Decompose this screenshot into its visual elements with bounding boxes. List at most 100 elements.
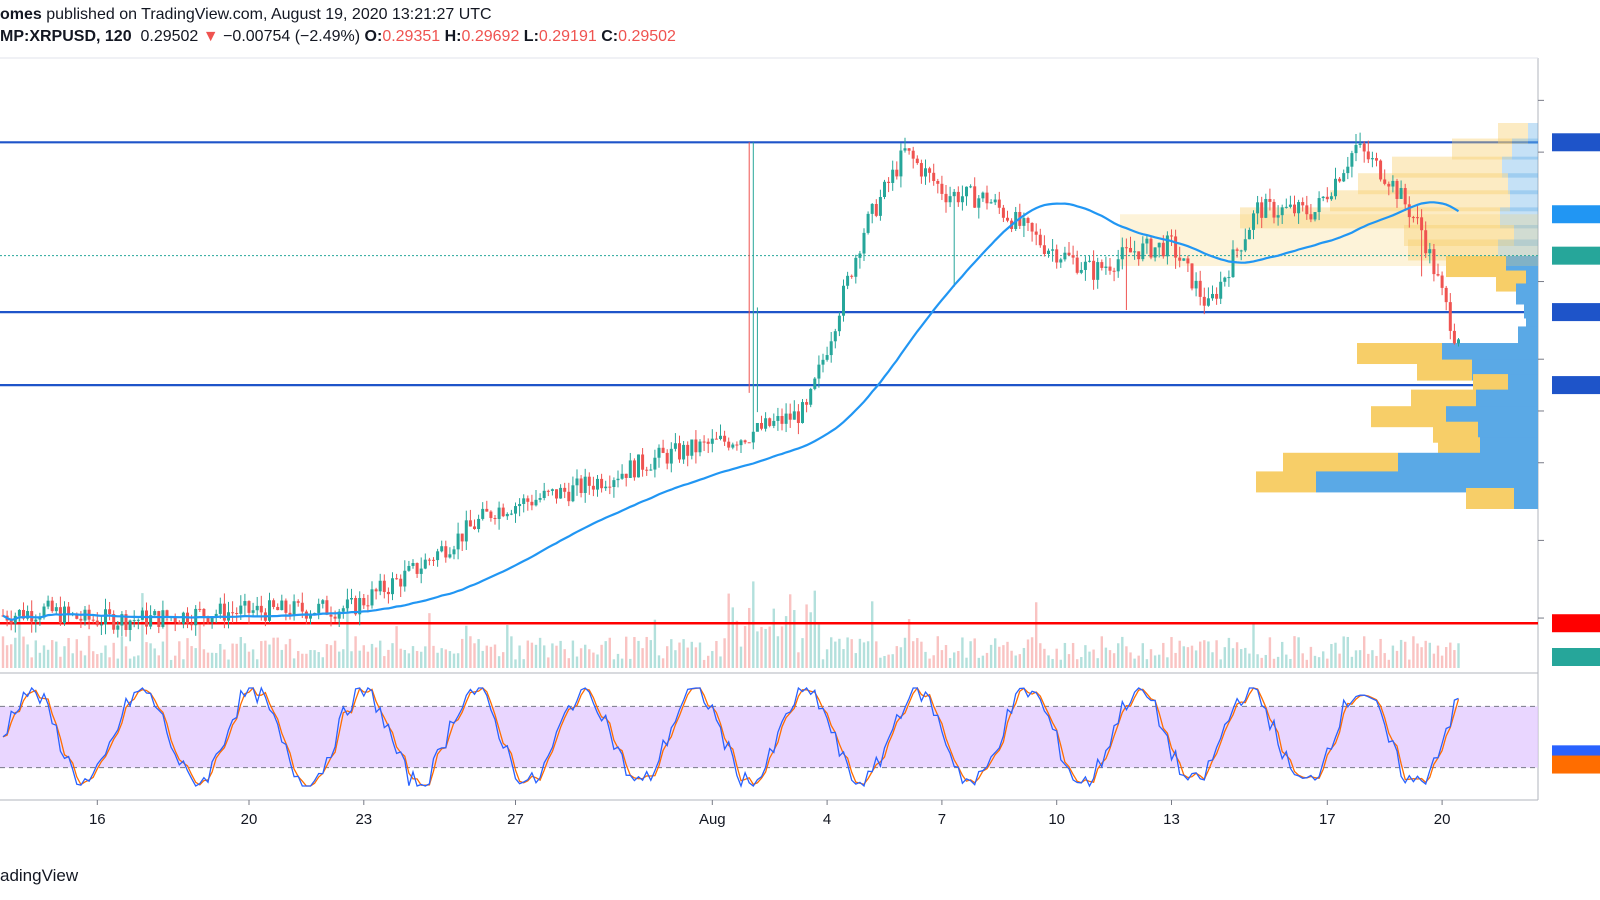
candle-body	[620, 473, 624, 479]
volume-bar	[1379, 638, 1382, 668]
candle-body	[550, 489, 554, 491]
candle-body	[436, 551, 440, 561]
candle-body	[1448, 302, 1452, 331]
volume-bar	[1178, 640, 1181, 668]
volume-bar	[903, 637, 907, 668]
volume-bar	[428, 613, 431, 668]
candle-body	[67, 606, 71, 614]
candle-body	[833, 331, 837, 342]
candle-body	[22, 609, 25, 619]
candle-body	[1387, 183, 1391, 187]
volume-profile-sell-bar	[1466, 487, 1514, 509]
candle-body	[723, 435, 727, 442]
candle-body	[1059, 259, 1063, 263]
volume-bar	[370, 643, 374, 668]
candle-body	[403, 570, 407, 587]
volume-bar	[473, 643, 476, 668]
candle-body	[669, 448, 673, 464]
candle-body	[366, 605, 370, 607]
candle-body	[587, 476, 591, 486]
candle-body	[1297, 202, 1301, 214]
candle-body	[628, 460, 632, 478]
brand-text: adingView	[0, 866, 79, 885]
candle-body	[870, 203, 874, 214]
price-change: −0.00754 (−2.49%)	[223, 28, 361, 45]
volume-bar	[10, 644, 13, 668]
volume-bar	[424, 646, 427, 668]
volume-profile-buy-bar	[1510, 190, 1538, 212]
candle-body	[780, 416, 784, 424]
volume-bar	[96, 654, 99, 668]
candle-body	[538, 498, 542, 500]
volume-bar	[313, 650, 316, 668]
price-axis-marker	[1552, 303, 1600, 322]
time-axis-label: 7	[938, 811, 946, 828]
volume-bar	[620, 658, 624, 668]
candle-body	[1186, 258, 1190, 264]
candle-body	[108, 609, 112, 615]
time-axis-label: 10	[1048, 811, 1065, 828]
candle-body	[698, 441, 702, 453]
volume-bar	[1174, 652, 1177, 668]
volume-bar	[1326, 658, 1329, 668]
volume-bar	[690, 641, 693, 668]
candle-body	[813, 378, 817, 389]
candle-body	[653, 457, 657, 470]
volume-axis-marker	[1552, 648, 1600, 666]
candle-body	[505, 513, 509, 517]
close-value: 0.29502	[618, 28, 676, 45]
volume-bar	[1063, 642, 1067, 668]
volume-bar	[875, 641, 878, 668]
candle-body	[645, 469, 649, 471]
volume-bar	[682, 639, 685, 668]
candle-body	[1342, 173, 1346, 182]
volume-bar	[854, 653, 857, 668]
volume-profile-sell-bar	[1392, 156, 1502, 178]
volume-bar	[633, 637, 636, 668]
publish-text: published on TradingView.com, August 19,…	[41, 6, 492, 23]
candle-body	[809, 388, 813, 405]
volume-bar	[432, 645, 435, 668]
volume-bar	[1268, 637, 1272, 668]
candle-body	[1182, 258, 1186, 261]
candle-body	[948, 196, 952, 203]
candle-body	[157, 611, 161, 627]
volume-bar	[186, 638, 189, 668]
volume-bar	[1322, 651, 1325, 668]
price-axis-marker	[1552, 246, 1600, 265]
volume-bar	[128, 658, 132, 668]
candle-body	[317, 603, 321, 613]
volume-bar	[1112, 653, 1116, 668]
volume-bar	[1305, 659, 1308, 668]
candle-body	[1129, 247, 1132, 253]
volume-bar	[219, 643, 222, 668]
candle-body	[518, 503, 522, 507]
volume-bar	[1153, 655, 1157, 668]
volume-bar	[1301, 653, 1304, 668]
volume-bar	[1071, 642, 1075, 668]
candle-body	[735, 444, 739, 446]
volume-bar	[350, 651, 353, 668]
volume-bar	[989, 644, 993, 668]
candle-body	[1379, 160, 1383, 180]
volume-bar	[1211, 652, 1214, 668]
candle-body	[112, 614, 116, 630]
candle-body	[973, 186, 977, 208]
volume-bar	[514, 659, 517, 668]
volume-bar	[59, 656, 62, 668]
low-label: L:	[523, 28, 539, 45]
volume-bar	[1432, 653, 1436, 668]
candle-body	[464, 520, 468, 542]
candle-body	[350, 598, 353, 600]
candle-body	[649, 469, 653, 471]
candle-body	[473, 526, 476, 530]
volume-bar	[645, 636, 648, 668]
candle-body	[1006, 217, 1009, 221]
candle-body	[706, 441, 710, 444]
candle-body	[1092, 260, 1096, 280]
candle-body	[477, 518, 481, 530]
candle-body	[288, 612, 292, 617]
volume-profile-buy-bar	[1514, 487, 1538, 509]
candle-body	[772, 420, 776, 426]
